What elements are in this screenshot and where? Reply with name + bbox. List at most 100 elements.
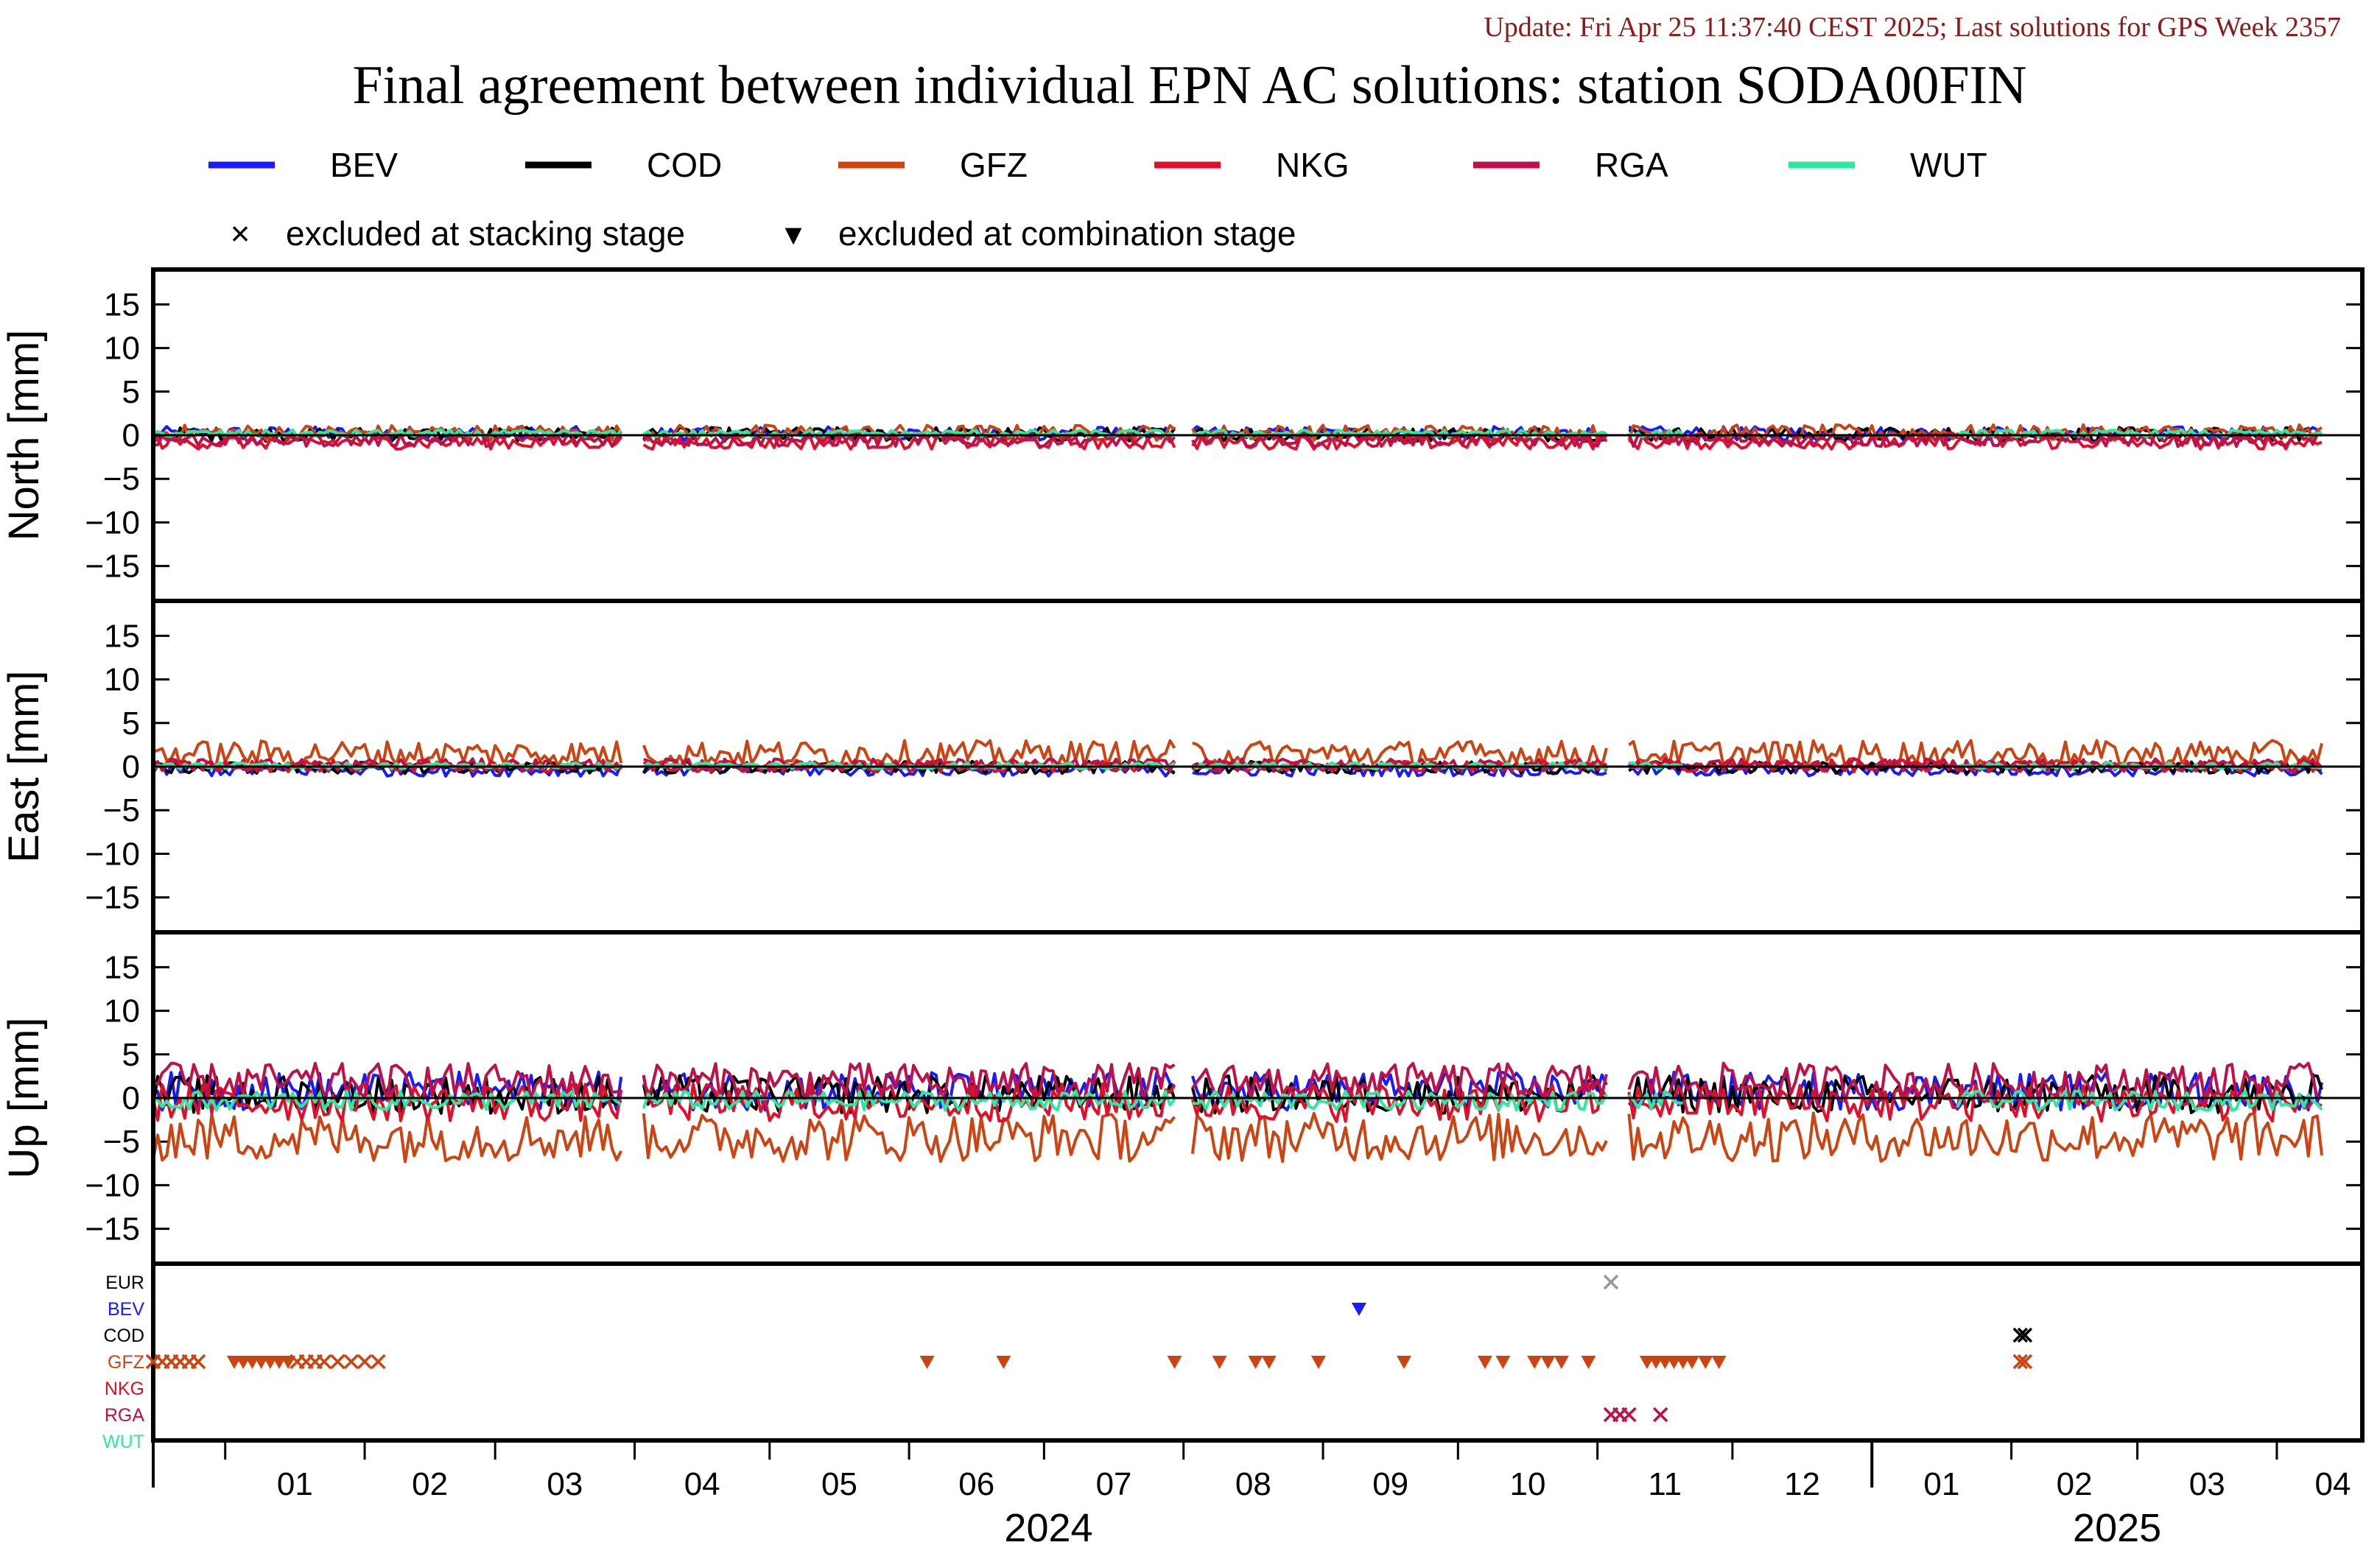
y-tick-label: 15	[104, 618, 140, 654]
y-tick-label: 0	[122, 1080, 140, 1116]
exclusion-row-label-gfz: GFZ	[108, 1352, 144, 1373]
y-tick-label: 5	[122, 705, 140, 742]
y-tick-label: −10	[85, 836, 140, 872]
exclusion-marker-combination	[1248, 1356, 1263, 1369]
exclusion-marker-stacking	[330, 1354, 345, 1370]
exclusion-panel: EUR BEV COD GFZ NKG RGA WUT	[102, 1261, 2365, 1452]
year-label-2025: 2025	[2073, 1506, 2161, 1545]
exclusion-marker-combination	[281, 1356, 296, 1369]
chart-title: Final agreement between individual EPN A…	[352, 55, 2026, 116]
x-month-label: 04	[2315, 1466, 2351, 1502]
y-tick-label: −5	[103, 1124, 140, 1160]
series-group	[153, 423, 2323, 451]
y-tick-label: −15	[85, 549, 140, 585]
y-tick-label: −10	[85, 504, 140, 541]
exclusion-marker-combination	[996, 1356, 1011, 1369]
y-tick-label: 10	[104, 331, 140, 367]
exclusion-marker-stacking	[1652, 1407, 1668, 1423]
y-tick-label: 10	[104, 993, 140, 1030]
exclusion-marker-combination	[1698, 1356, 1713, 1369]
series-gfz-up	[153, 1111, 2323, 1164]
y-tick-label: 0	[122, 749, 140, 785]
exclusion-row-label-wut: WUT	[102, 1432, 144, 1452]
exclusion-marker-stacking	[316, 1354, 332, 1370]
y-tick-label: −15	[85, 880, 140, 916]
y-tick-label: −5	[103, 792, 140, 828]
exclusion-marker-combination	[1554, 1356, 1569, 1369]
x-month-label: 03	[547, 1466, 583, 1502]
exclusion-legend: × excluded at stacking stage ▾ excluded …	[231, 214, 1296, 253]
y-axis-label-east: East [mm]	[0, 670, 48, 862]
y-axis-label-north: North [mm]	[0, 330, 48, 541]
exclusion-row-label-eur: EUR	[105, 1273, 144, 1293]
legend-label-cod: COD	[647, 146, 722, 184]
legend-label-gfz: GFZ	[960, 146, 1028, 184]
exclusion-marker-combination	[1581, 1356, 1596, 1369]
y-tick-label: −10	[85, 1167, 140, 1203]
x-month-label: 06	[958, 1466, 994, 1502]
exclusion-row-label-rga: RGA	[105, 1405, 145, 1426]
exclusion-marker-combination	[1397, 1356, 1412, 1369]
y-tick-label: −15	[85, 1211, 140, 1247]
y-tick-label: 10	[104, 662, 140, 698]
y-tick-label: 5	[122, 1037, 140, 1073]
exclusion-marker-combination	[1684, 1356, 1699, 1369]
exclusion-marker-stacking	[343, 1354, 359, 1370]
legend-label-rga: RGA	[1595, 146, 1668, 184]
y-tick-label: 15	[104, 949, 140, 985]
legend: BEV COD GFZ NKG RGA WUT	[208, 146, 1987, 184]
exclusion-marker-stacking	[2012, 1354, 2029, 1370]
x-month-label: 05	[821, 1466, 857, 1502]
x-month-label: 07	[1096, 1466, 1132, 1502]
exclusion-marker-combination	[1495, 1356, 1511, 1369]
exclusion-marker-stacking	[190, 1354, 206, 1370]
exclusion-marker-combination	[1351, 1303, 1366, 1316]
panel-up: 15 10 5 0 −5 −10 −15 Up [mm]	[0, 930, 2365, 1266]
x-month-label: 10	[1510, 1466, 1546, 1502]
update-timestamp: Update: Fri Apr 25 11:37:40 CEST 2025; L…	[1484, 12, 2341, 43]
exclusion-marker-combination	[1711, 1356, 1727, 1369]
series-group	[153, 1061, 2323, 1164]
x-month-label: 02	[2057, 1466, 2093, 1502]
series-group	[153, 739, 2323, 778]
legend-label-wut: WUT	[1910, 146, 1987, 184]
exclusion-marker-stacking	[371, 1354, 386, 1370]
y-tick-label: 15	[104, 286, 140, 323]
exclusion-marker-stacking	[357, 1354, 373, 1370]
y-tick-label: 0	[122, 418, 140, 454]
exclusion-frame	[151, 1261, 2365, 1443]
exclusion-marker-stacking	[1621, 1407, 1637, 1423]
excluded-combination-label: excluded at combination stage	[838, 214, 1296, 253]
panels: 15 10 5 0 −5 −10 −15 North [mm] 15 10 5 0 −5 −10 −15 Ea…	[0, 267, 2365, 1266]
x-month-label: 12	[1784, 1466, 1820, 1502]
x-month-label: 04	[684, 1466, 720, 1502]
series-rga-east	[153, 757, 2323, 772]
exclusion-marker-stacking	[2017, 1354, 2033, 1370]
series-bev-north	[153, 425, 2323, 442]
exclusion-marker-combination	[1167, 1356, 1182, 1369]
y-axis-label-up: Up [mm]	[0, 1017, 48, 1178]
series-bev-east	[153, 762, 2323, 778]
exclusion-row-label-cod: COD	[103, 1326, 144, 1346]
legend-label-bev: BEV	[330, 146, 398, 184]
year-label-2024: 2024	[1004, 1506, 1092, 1545]
excluded-combination-marker: ▾	[784, 214, 801, 253]
x-month-label: 01	[277, 1466, 313, 1502]
y-tick-label: −5	[103, 461, 140, 497]
panel-north: 15 10 5 0 −5 −10 −15 North [mm]	[0, 267, 2365, 603]
exclusion-marker-combination	[1540, 1356, 1556, 1369]
legend-label-nkg: NKG	[1276, 146, 1349, 184]
x-month-label: 03	[2189, 1466, 2225, 1502]
exclusion-row-label-bev: BEV	[108, 1299, 144, 1320]
exclusion-marker-stacking	[2017, 1327, 2033, 1343]
exclusion-marker-combination	[919, 1356, 935, 1369]
exclusion-marker-combination	[1212, 1356, 1227, 1369]
y-tick-label: 5	[122, 374, 140, 410]
series-gfz-east	[153, 739, 2323, 768]
exclusion-marker-combination	[1261, 1356, 1277, 1369]
exclusion-marker-combination	[1310, 1356, 1326, 1369]
x-axis: 01 02 03 04 05 06 07 08 09 10 11 12 01 02 03 04 2024 2025	[152, 1440, 2351, 1545]
excluded-stacking-label: excluded at stacking stage	[286, 214, 685, 253]
excluded-stacking-marker: ×	[231, 214, 250, 253]
